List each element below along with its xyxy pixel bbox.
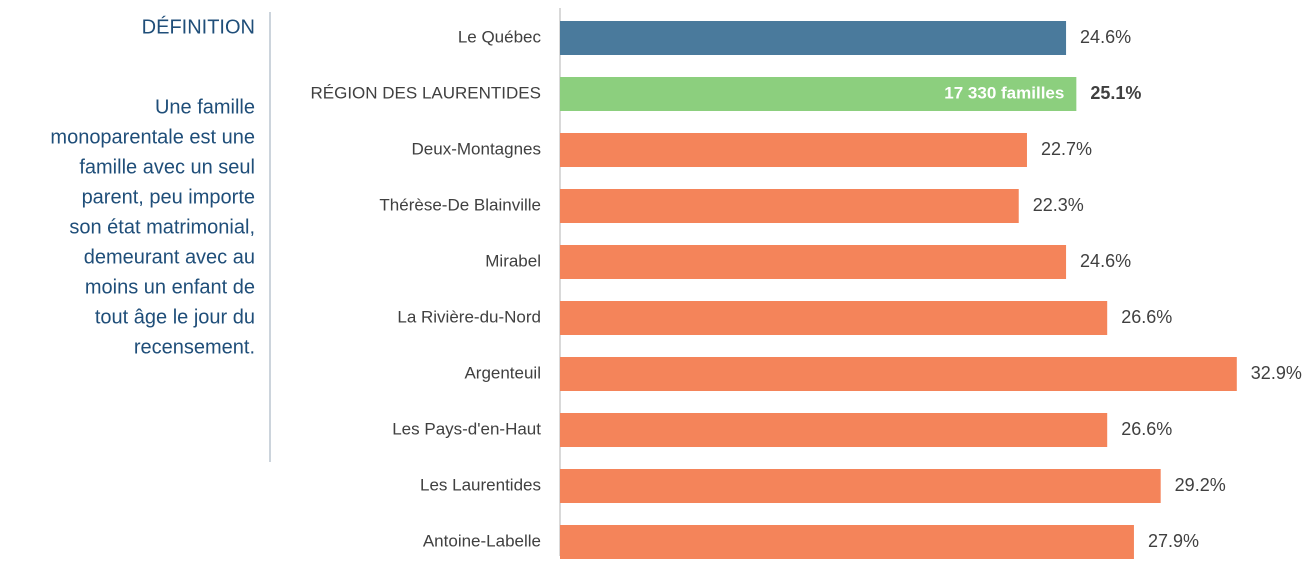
category-label: Antoine-Labelle <box>423 531 541 550</box>
value-label: 22.7% <box>1041 139 1092 159</box>
definition-line: famille avec un seul <box>79 156 255 178</box>
value-label: 26.6% <box>1121 419 1172 439</box>
bar <box>560 133 1027 167</box>
definition-line: monoparentale est une <box>50 126 255 148</box>
category-label: Les Pays-d'en-Haut <box>392 419 541 438</box>
category-label: Thérèse-De Blainville <box>379 195 541 214</box>
definition-line: recensement. <box>134 336 255 358</box>
bar <box>560 357 1237 391</box>
definition-line: demeurant avec au <box>84 246 255 268</box>
value-label: 24.6% <box>1080 251 1131 271</box>
bar <box>560 21 1067 55</box>
value-label: 27.9% <box>1148 531 1199 551</box>
value-label: 29.2% <box>1175 475 1226 495</box>
bar-annotation: 17 330 familles <box>944 83 1064 102</box>
definition-line: tout âge le jour du <box>95 306 255 328</box>
bar <box>560 413 1108 447</box>
category-label: Argenteuil <box>464 363 541 382</box>
definition-line: moins un enfant de <box>85 276 255 298</box>
bar <box>560 245 1067 279</box>
value-label: 24.6% <box>1080 27 1131 47</box>
category-label: La Rivière-du-Nord <box>397 307 541 326</box>
bar <box>560 77 1077 111</box>
bar <box>560 525 1134 559</box>
category-label: Mirabel <box>485 251 541 270</box>
category-label: Deux-Montagnes <box>412 139 541 158</box>
value-label: 25.1% <box>1090 83 1141 103</box>
bar <box>560 301 1108 335</box>
category-label: Les Laurentides <box>420 475 541 494</box>
value-label: 32.9% <box>1251 363 1302 383</box>
value-label: 26.6% <box>1121 307 1172 327</box>
bar <box>560 189 1019 223</box>
category-label: RÉGION DES LAURENTIDES <box>311 83 542 102</box>
bar <box>560 469 1161 503</box>
category-label: Le Québec <box>458 27 542 46</box>
definition-line: Une famille <box>155 96 255 118</box>
definition-title: DÉFINITION <box>142 15 255 38</box>
definition-line: parent, peu importe <box>82 186 255 208</box>
value-label: 22.3% <box>1033 195 1084 215</box>
definition-line: son état matrimonial, <box>69 216 255 238</box>
